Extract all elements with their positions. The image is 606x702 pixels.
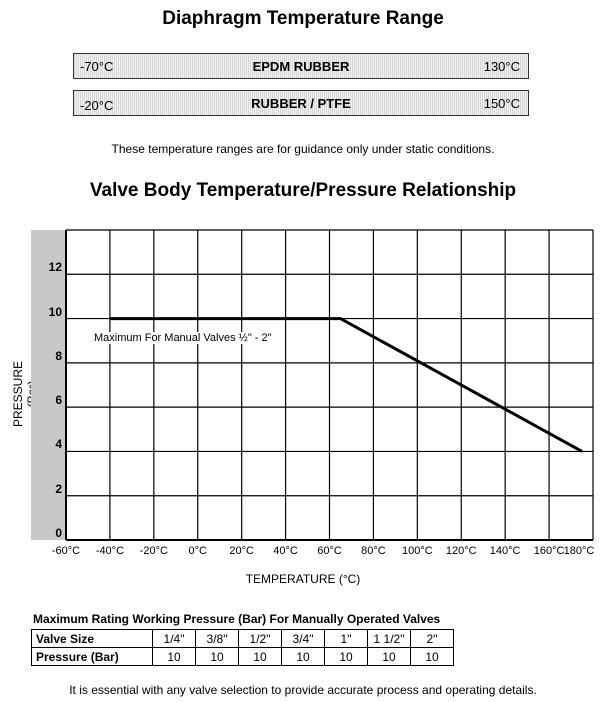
x-tick-label: -20°C (139, 545, 168, 557)
x-tick-label: 60°C (317, 545, 342, 557)
table-cell: 10 (410, 647, 454, 666)
table-cell: 10 (281, 647, 325, 666)
table-cell: 10 (238, 647, 282, 666)
x-tick-label: 40°C (273, 545, 298, 557)
range-bar-ptfe: -20°C RUBBER / PTFE 150°C (73, 90, 529, 116)
y-tick-label: 6 (55, 393, 62, 408)
y-tick-label: 0 (55, 526, 62, 540)
range-material: EPDM RUBBER (252, 59, 350, 74)
x-tick-label: 120°C (445, 545, 477, 557)
guidance-note: These temperature ranges are for guidanc… (111, 142, 495, 156)
table-cell: 3/8" (195, 629, 239, 648)
table-cell: 10 (195, 647, 239, 666)
x-tick-label: 80°C (361, 545, 386, 557)
y-tick-label: 12 (48, 260, 62, 275)
page-title: Diaphragm Temperature Range (162, 8, 444, 29)
range-material: RUBBER / PTFE (251, 96, 351, 111)
x-tick-label: 180°C (563, 545, 595, 557)
series-line (109, 317, 583, 453)
range-max: 150°C (483, 96, 520, 111)
table-row: Pressure (Bar) 10 10 10 10 10 10 10 (31, 647, 454, 666)
x-tick-label: 100°C (401, 545, 433, 557)
range-min: -70°C (80, 59, 114, 74)
y-tick-label: 10 (48, 304, 62, 319)
x-tick-label: 140°C (489, 545, 521, 557)
row-header: Pressure (Bar) (31, 647, 153, 666)
range-min: -20°C (80, 98, 114, 113)
table-cell: 10 (367, 647, 411, 666)
x-tick-label: 0°C (188, 545, 207, 557)
range-max: 130°C (483, 59, 520, 74)
table-cell: 1/4" (152, 629, 196, 648)
footer-note: It is essential with any valve selection… (69, 683, 537, 697)
table-cell: 10 (324, 647, 368, 666)
y-tick-label: 2 (55, 481, 62, 496)
y-tick-label: 8 (55, 348, 62, 363)
table-cell: 10 (152, 647, 196, 666)
x-tick-label: -60°C (51, 545, 81, 557)
table-row: Valve Size 1/4" 3/8" 1/2" 3/4" 1" 1 1/2"… (31, 629, 454, 648)
table-cell: 1" (324, 629, 368, 648)
annotation-label: Maximum For Manual Valves ½" - 2" (92, 332, 274, 344)
x-tick-label: -40°C (95, 545, 125, 557)
x-tick-label: 160°C (533, 545, 565, 557)
range-bar-epdm: -70°C EPDM RUBBER 130°C (73, 53, 529, 79)
y-tick-label: 4 (55, 437, 62, 452)
chart-title: Valve Body Temperature/Pressure Relation… (89, 180, 517, 201)
x-axis-label: TEMPERATURE (°C) (245, 572, 361, 586)
rating-table: Valve Size 1/4" 3/8" 1/2" 3/4" 1" 1 1/2"… (31, 629, 454, 666)
y-axis-band (31, 230, 66, 540)
table-cell: 3/4" (281, 629, 325, 648)
table-cell: 1 1/2" (367, 629, 411, 648)
table-cell: 2" (410, 629, 454, 648)
table-cell: 1/2" (238, 629, 282, 648)
row-header: Valve Size (31, 629, 153, 648)
table-caption: Maximum Rating Working Pressure (Bar) Fo… (33, 612, 441, 626)
x-tick-label: 20°C (229, 545, 254, 557)
